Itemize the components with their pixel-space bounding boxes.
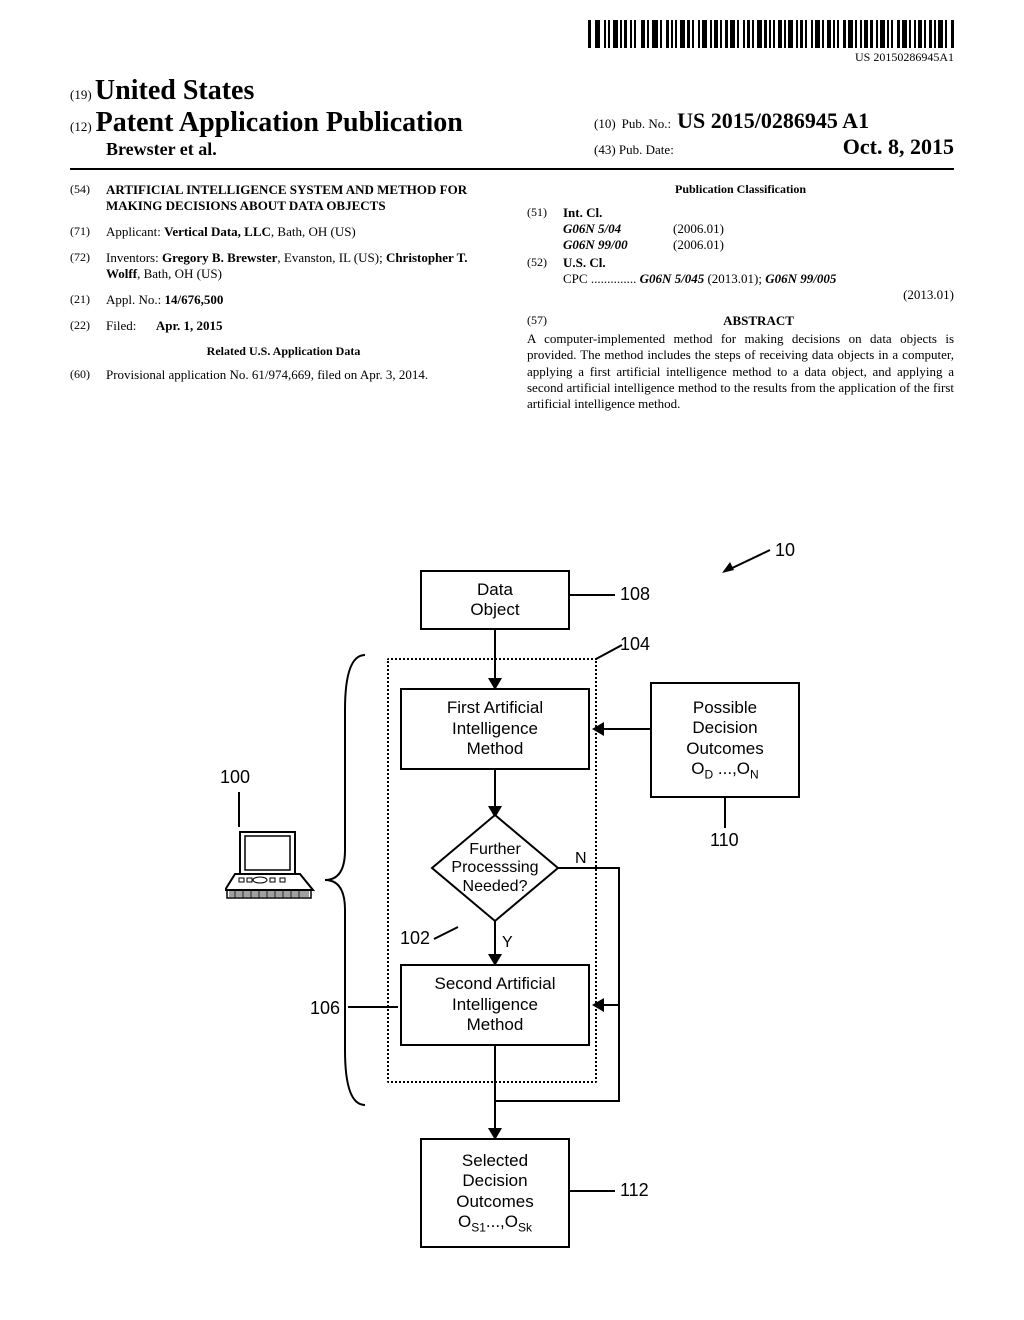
code-54: (54) (70, 182, 106, 214)
ref-100-line (238, 792, 240, 827)
arrow-into-second-head (592, 998, 604, 1012)
pubno-value: US 2015/0286945 A1 (677, 108, 869, 134)
pubdate-label: Pub. Date: (619, 142, 674, 157)
ref-112: 112 (620, 1180, 649, 1201)
code-72: (72) (70, 250, 106, 282)
arrow-yes (494, 920, 496, 958)
diamond-yes-label: Y (502, 934, 513, 952)
curly-brace (315, 650, 375, 1110)
applno-value: 14/676,500 (165, 292, 224, 307)
code-71: (71) (70, 224, 106, 240)
ref-100: 100 (220, 767, 250, 788)
arrow-first-diamond (494, 770, 496, 810)
code-21: (21) (70, 292, 106, 308)
diamond-no-label: N (575, 850, 587, 868)
right-column: Publication Classification (51) Int. Cl.… (527, 182, 954, 412)
intcl-0-ver: (2006.01) (673, 221, 724, 237)
pubdate-value: Oct. 8, 2015 (843, 134, 954, 160)
barcode-region: US 20150286945A1 (588, 20, 954, 65)
box-data-object: Data Object (420, 570, 570, 630)
arrow-second-selected (494, 1046, 496, 1132)
code-22: (22) (70, 318, 106, 334)
code-12: (12) (70, 119, 92, 134)
arrow-data-first (494, 630, 496, 682)
header-rule (70, 168, 954, 170)
ref-108-line (570, 594, 615, 596)
barcode-number: US 20150286945A1 (588, 50, 954, 65)
code-19: (19) (70, 87, 92, 102)
ref-104: 104 (620, 634, 650, 655)
code-43: (43) (594, 142, 616, 157)
ref-102-line (432, 925, 462, 943)
box-possible-outcomes-border (650, 682, 800, 798)
applicant-value: Vertical Data, LLC, Bath, OH (US) (164, 224, 356, 239)
ref-102: 102 (400, 928, 430, 949)
ref-106: 106 (310, 998, 340, 1019)
code-10: (10) (594, 116, 616, 132)
left-column: (54) ARTIFICIAL INTELLIGENCE SYSTEM AND … (70, 182, 497, 412)
barcode-graphic (588, 20, 954, 48)
abstract-label: ABSTRACT (563, 313, 954, 329)
code-52: (52) (527, 255, 563, 303)
patent-header: (19) United States (12) Patent Applicati… (70, 75, 954, 170)
selected-outcomes-text: Selected Decision Outcomes (456, 1151, 533, 1212)
ref-108: 108 (620, 584, 650, 605)
filed-label: Filed: (106, 318, 136, 333)
box-selected-outcomes: Selected Decision Outcomes OS1...,OSk (420, 1138, 570, 1248)
ref-112-line (570, 1190, 615, 1192)
arrow-outcomes-second (590, 798, 730, 1008)
related-header: Related U.S. Application Data (70, 344, 497, 359)
box-second-ai: Second Artificial Intelligence Method (400, 964, 590, 1046)
intcl-label: Int. Cl. (563, 205, 954, 221)
diamond-label: Further Processsing Needed? (430, 841, 560, 896)
arrow-no-line3 (494, 1100, 620, 1102)
box-first-ai: First Artificial Intelligence Method (400, 688, 590, 770)
uscl-label: U.S. Cl. (563, 255, 954, 271)
publication-type: Patent Application Publication (96, 107, 463, 138)
code-60: (60) (70, 367, 106, 383)
country: United States (95, 75, 254, 106)
author-line: Brewster et al. (70, 139, 463, 160)
applicant-label: Applicant: (106, 224, 161, 239)
ref-10: 10 (775, 540, 795, 561)
code-57: (57) (527, 313, 563, 329)
abstract-text: A computer-implemented method for making… (527, 331, 954, 412)
code-51: (51) (527, 205, 563, 253)
diamond-further-processing: Further Processsing Needed? (430, 813, 560, 923)
filed-value: Apr. 1, 2015 (156, 318, 223, 333)
intcl-1-ver: (2006.01) (673, 237, 724, 253)
arrow-outcomes-first (600, 728, 650, 730)
ref-10-arrow (720, 548, 775, 573)
title: ARTIFICIAL INTELLIGENCE SYSTEM AND METHO… (106, 182, 497, 214)
ref-106-line (348, 1006, 398, 1008)
provisional-text: Provisional application No. 61/974,669, … (106, 367, 497, 383)
selected-outcomes-formula: OS1...,OSk (458, 1212, 532, 1235)
intcl-1-cls: G06N 99/00 (563, 237, 673, 253)
inventors-value: Gregory B. Brewster, Evanston, IL (US); … (106, 250, 468, 281)
cpc-row: CPC .............. G06N 5/045 (2013.01);… (563, 271, 954, 303)
applno-label: Appl. No.: (106, 292, 161, 307)
pubno-label: Pub. No.: (622, 116, 671, 132)
arrow-outcomes-first-head (592, 722, 604, 736)
ref-104-line (594, 643, 624, 661)
inventors-label: Inventors: (106, 250, 159, 265)
pubclass-header: Publication Classification (527, 182, 954, 197)
intcl-0-cls: G06N 5/04 (563, 221, 673, 237)
flowchart-figure: 10 100 Data Object 108 104 (0, 530, 1024, 1300)
computer-icon (225, 830, 315, 905)
biblio-columns: (54) ARTIFICIAL INTELLIGENCE SYSTEM AND … (70, 182, 954, 412)
